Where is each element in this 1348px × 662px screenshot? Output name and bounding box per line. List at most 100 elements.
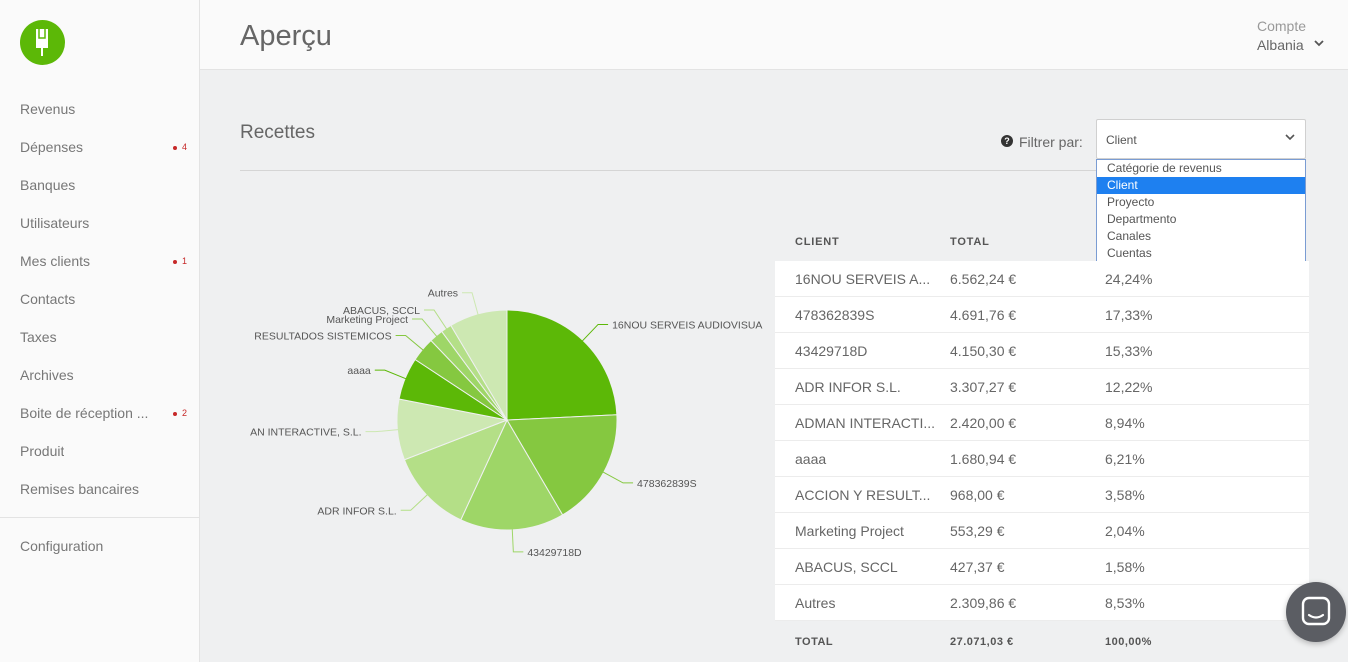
dropdown-option[interactable]: Proyecto	[1107, 195, 1155, 209]
pie-leader-line	[395, 334, 425, 352]
cell-client: Autres	[795, 595, 836, 611]
top-header: Aperçu Compte Albania	[200, 0, 1348, 70]
sidebar-item-produit[interactable]: Produit	[0, 432, 199, 470]
cell-total: 1.680,94 €	[950, 451, 1017, 467]
sidebar-item-utilisateurs[interactable]: Utilisateurs	[0, 204, 199, 242]
pie-label: 43429718D	[527, 547, 582, 559]
cell-client: 478362839S	[795, 307, 875, 323]
chat-icon	[1301, 596, 1331, 626]
chat-launcher[interactable]	[1286, 582, 1346, 642]
section-title: Recettes	[240, 122, 315, 143]
pie-label: ADR INFOR S.L.	[317, 505, 396, 517]
table-row[interactable]: Autres 2.309,86 € 8,53%	[775, 585, 1309, 621]
cell-total: 553,29 €	[950, 523, 1005, 539]
cell-client: ADMAN INTERACTI...	[795, 415, 936, 431]
table-total-row: TOTAL 27.071,03 € 100,00%	[775, 624, 1309, 660]
cell-total: 427,37 €	[950, 559, 1005, 575]
filter-select-value: Client	[1106, 133, 1137, 147]
dropdown-option[interactable]: Cuentas	[1107, 246, 1152, 260]
sidebar-item-banques[interactable]: Banques	[0, 166, 199, 204]
account-name: Albania	[1256, 37, 1304, 53]
account-switcher[interactable]: Compte Albania	[1256, 18, 1324, 53]
cell-percent: 3,58%	[1105, 487, 1145, 503]
filter-dropdown: Catégorie de revenus Client Proyecto Dep…	[1096, 159, 1306, 279]
sidebar-item-archives[interactable]: Archives	[0, 356, 199, 394]
pie-label: Autres	[428, 288, 458, 300]
pie-leader-line	[601, 471, 634, 484]
table-row[interactable]: ABACUS, SCCL 427,37 € 1,58%	[775, 549, 1309, 585]
cell-total: 3.307,27 €	[950, 379, 1017, 395]
cell-percent: 1,58%	[1105, 559, 1145, 575]
table-row[interactable]: ADMAN INTERACTI... 2.420,00 € 8,94%	[775, 405, 1309, 441]
cell-percent: 12,22%	[1105, 379, 1153, 395]
sidebar-item-configuration[interactable]: Configuration	[20, 538, 104, 554]
cell-total: 6.562,24 €	[950, 271, 1017, 287]
pie-leader-line	[581, 323, 609, 343]
filter-label: Filtrer par:	[1019, 134, 1083, 150]
revenue-pie-chart: 16NOU SERVEIS AUDIOVISUA 478362839S 434297…	[250, 288, 762, 559]
app-logo[interactable]	[20, 20, 65, 65]
sidebar-item-revenus[interactable]: Revenus	[0, 90, 199, 128]
pie-label: RESULTADOS SISTEMICOS	[254, 330, 391, 342]
cell-percent: 17,33%	[1105, 307, 1153, 323]
pie-leader-line	[400, 493, 429, 511]
receipt-icon	[36, 29, 48, 56]
cell-client: ADR INFOR S.L.	[795, 379, 901, 395]
cell-client: ACCION Y RESULT...	[795, 487, 931, 503]
sidebar-item-mes-clients[interactable]: Mes clients 1	[0, 242, 199, 280]
pie-label: ABACUS, SCCL	[343, 305, 420, 317]
sidebar-item-taxes[interactable]: Taxes	[0, 318, 199, 356]
table-row[interactable]: ADR INFOR S.L. 3.307,27 € 12,22%	[775, 369, 1309, 405]
sidebar-item-boite-reception[interactable]: Boite de réception ... 2	[0, 394, 199, 432]
sidebar-item-label: Revenus	[20, 101, 76, 117]
account-label: Compte	[1256, 18, 1306, 34]
dropdown-option[interactable]: Canales	[1107, 229, 1152, 243]
dropdown-option[interactable]: Departmento	[1107, 212, 1177, 226]
cell-total: 4.150,30 €	[950, 343, 1017, 359]
cell-total: 2.309,86 €	[950, 595, 1017, 611]
pie-slice[interactable]	[506, 309, 618, 421]
table-row[interactable]: 478362839S 4.691,76 € 17,33%	[775, 297, 1309, 333]
table-row[interactable]: 43429718D 4.150,30 € 15,33%	[775, 333, 1309, 369]
cell-client: 43429718D	[795, 343, 868, 359]
pie-label: AN INTERACTIVE, S.L.	[250, 427, 361, 439]
sidebar: Revenus Dépenses 4 Banques Utilisateurs M…	[0, 0, 200, 662]
table-row[interactable]: ACCION Y RESULT... 968,00 € 3,58%	[775, 477, 1309, 513]
sidebar-item-remises-bancaires[interactable]: Remises bancaires	[0, 470, 199, 508]
sidebar-divider	[0, 517, 199, 518]
sidebar-item-depenses[interactable]: Dépenses 4	[0, 128, 199, 166]
dropdown-option-selected[interactable]: Client	[1097, 177, 1305, 194]
total-percent: 100,00%	[1105, 636, 1152, 648]
column-header-client[interactable]: CLIENT	[795, 236, 840, 248]
cell-client: ABACUS, SCCL	[795, 559, 898, 575]
section-divider	[240, 170, 1306, 171]
sidebar-item-contacts[interactable]: Contacts	[0, 280, 199, 318]
notification-badge: 1	[173, 242, 187, 280]
cell-percent: 15,33%	[1105, 343, 1153, 359]
cell-percent: 24,24%	[1105, 271, 1153, 287]
revenue-table: 16NOU SERVEIS A... 6.562,24 € 24,24% 47836…	[775, 261, 1309, 621]
cell-total: 968,00 €	[950, 487, 1005, 503]
page-title: Aperçu	[240, 20, 332, 52]
total-label: TOTAL	[795, 636, 834, 648]
help-icon[interactable]: ?	[1001, 135, 1013, 147]
cell-percent: 8,94%	[1105, 415, 1145, 431]
sidebar-item-label: Produit	[20, 443, 65, 459]
sidebar-item-label: Mes clients	[20, 253, 91, 269]
notification-badge: 4	[173, 128, 187, 166]
total-amount: 27.071,03 €	[950, 636, 1014, 648]
filter-select[interactable]: Client	[1096, 119, 1306, 159]
cell-percent: 2,04%	[1105, 523, 1145, 539]
cell-total: 4.691,76 €	[950, 307, 1017, 323]
table-row[interactable]: Marketing Project 553,29 € 2,04%	[775, 513, 1309, 549]
pie-leader-line	[462, 292, 479, 316]
pie-label: 16NOU SERVEIS AUDIOVISUA	[612, 319, 762, 331]
pie-label: 478362839S	[637, 478, 697, 490]
sidebar-item-label: Archives	[20, 367, 74, 383]
sidebar-item-label: Taxes	[20, 329, 57, 345]
column-header-total[interactable]: TOTAL	[950, 236, 990, 248]
dropdown-option[interactable]: Catégorie de revenus	[1107, 161, 1222, 175]
table-row[interactable]: 16NOU SERVEIS A... 6.562,24 € 24,24%	[775, 261, 1309, 297]
table-row[interactable]: aaaa 1.680,94 € 6,21%	[775, 441, 1309, 477]
cell-client: aaaa	[795, 451, 827, 467]
